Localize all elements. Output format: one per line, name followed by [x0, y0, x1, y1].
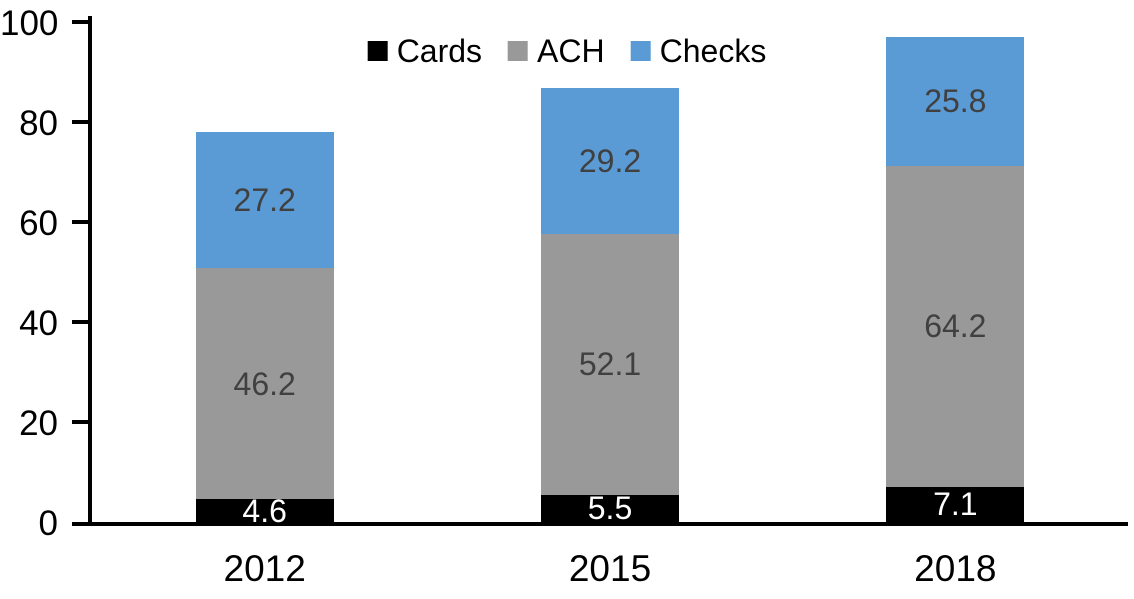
bar-segment-checks-2015: 29.2 [541, 88, 679, 234]
bar-segment-ach-2012: 46.2 [195, 268, 334, 499]
y-axis-line [88, 16, 92, 526]
bar-value-label: 25.8 [924, 83, 987, 119]
y-tick-label: 40 [19, 304, 58, 343]
bar-value-label: 4.6 [242, 492, 287, 529]
y-tick-label: 60 [19, 204, 58, 243]
legend: Cards ACH Checks [367, 30, 767, 72]
y-tick [72, 220, 88, 224]
legend-item-checks: Checks [630, 30, 767, 72]
y-tick [72, 320, 88, 324]
x-axis-label-2015: 2015 [568, 548, 652, 589]
y-tick-label: 20 [19, 404, 58, 443]
y-tick-label: 100 [0, 4, 59, 43]
x-axis-label-2018: 2018 [914, 548, 997, 589]
bar-segment-cards-2018: 7.1 [886, 486, 1025, 523]
y-tick-label: 0 [38, 504, 58, 543]
bar-value-label: 7.1 [933, 486, 978, 523]
bar-value-label: 52.1 [578, 346, 642, 383]
bar-segment-checks-2012: 27.2 [195, 132, 334, 268]
bar-segment-ach-2015: 52.1 [541, 234, 679, 495]
bar-segment-checks-2018: 25.8 [886, 36, 1025, 166]
y-tick [72, 120, 88, 124]
legend-label-checks: Checks [659, 33, 767, 69]
bar-value-label: 27.2 [233, 182, 296, 218]
legend-item-cards: Cards [367, 30, 483, 72]
y-tick-label: 80 [19, 104, 58, 143]
bar-value-label: 46.2 [233, 365, 296, 402]
x-axis-label-2012: 2012 [223, 548, 306, 589]
ach-swatch-icon [508, 41, 529, 61]
y-tick [72, 20, 88, 24]
bar-value-label: 64.2 [924, 308, 987, 344]
legend-item-ach: ACH [508, 30, 605, 72]
legend-label-cards: Cards [396, 33, 483, 69]
y-tick [72, 420, 88, 424]
checks-swatch-icon [630, 41, 651, 61]
y-tick [72, 522, 88, 526]
bar-value-label: 5.5 [587, 490, 633, 527]
legend-label-ach: ACH [537, 33, 605, 69]
x-axis-line [88, 522, 1128, 526]
bar-segment-ach-2018: 64.2 [886, 165, 1025, 487]
cards-swatch-icon [367, 41, 388, 61]
bar-segment-cards-2012: 4.6 [195, 495, 334, 527]
bar-value-label: 29.2 [578, 143, 642, 179]
bar-segment-cards-2015: 5.5 [541, 490, 679, 527]
